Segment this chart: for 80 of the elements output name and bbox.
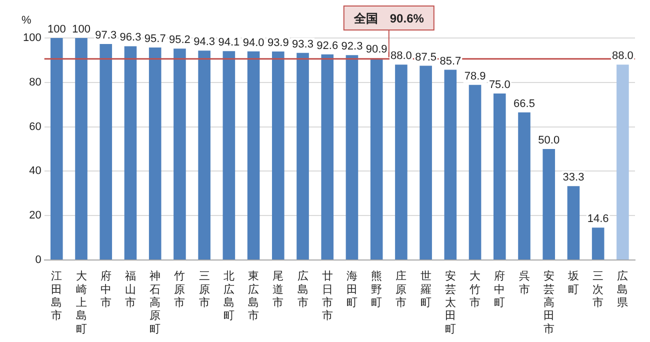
data-label: 95.2: [169, 34, 190, 46]
data-label: 66.5: [514, 98, 535, 110]
data-label: 78.9: [464, 70, 486, 82]
bar: [518, 112, 530, 260]
bar: [124, 46, 137, 260]
data-label: 88.0: [612, 50, 634, 62]
data-label: 87.5: [415, 51, 437, 64]
bar: [542, 149, 556, 260]
bar: [567, 186, 580, 260]
ref-line-label: 全国 90.6%: [352, 11, 424, 26]
bar: [222, 51, 236, 260]
bar: [395, 64, 408, 260]
x-tick-label: 北広島町: [223, 270, 234, 322]
data-label: 33.3: [562, 172, 584, 184]
bar: [493, 94, 506, 260]
x-tick-label: 竹原市: [174, 270, 186, 310]
x-tick-label: 尾道市: [272, 270, 284, 310]
bar: [247, 51, 260, 260]
data-label: 95.7: [144, 33, 166, 46]
x-tick-label: 東広島市: [248, 270, 260, 322]
y-tick-label: 100: [22, 32, 42, 44]
data-label: 93.9: [267, 37, 289, 50]
x-tick-label: 世羅町: [420, 270, 432, 310]
x-tick-label: 安芸高田市: [543, 270, 554, 336]
bar: [616, 64, 629, 260]
bar: [296, 52, 309, 260]
bar: [148, 48, 162, 260]
bar: [174, 48, 186, 260]
data-label: 100: [72, 24, 90, 36]
x-tick-label: 神石高原町: [150, 270, 161, 336]
bar: [100, 44, 112, 260]
y-tick-label: 40: [29, 165, 42, 178]
bar: [346, 55, 358, 260]
bar: [592, 228, 604, 260]
data-label: 88.0: [390, 50, 412, 62]
data-label: 94.0: [242, 36, 264, 49]
y-tick-label: 20: [29, 210, 42, 222]
x-tick-label: 安芸太田町: [444, 270, 456, 336]
data-label: 14.6: [587, 213, 609, 226]
x-tick-label: 坂町: [566, 270, 579, 296]
data-label: 94.1: [218, 36, 240, 49]
data-label: 93.3: [292, 38, 314, 50]
y-tick-label: 0: [35, 254, 42, 266]
data-label: 96.3: [120, 32, 142, 44]
x-tick-label: 海田町: [346, 270, 358, 310]
y-axis-title: %: [21, 14, 32, 27]
x-tick-label: 呉市: [518, 270, 530, 296]
x-tick-label: 三原市: [198, 270, 210, 310]
data-label: 97.3: [95, 30, 117, 42]
x-tick-label: 府中町: [494, 270, 506, 310]
x-tick-label: 三次市: [592, 270, 604, 310]
bar: [75, 38, 88, 260]
bar: [321, 54, 334, 260]
bar: [420, 66, 432, 260]
data-label: 75.0: [488, 79, 510, 92]
x-tick-label: 広島県: [617, 270, 628, 310]
y-tick-label: 60: [29, 120, 42, 133]
x-tick-label: 庄原市: [396, 270, 407, 310]
bar: [370, 58, 383, 260]
x-tick-label: 廿日市市: [322, 270, 333, 322]
bar: [444, 70, 457, 260]
x-tick-label: 広島市: [297, 270, 308, 310]
data-label: 92.3: [341, 40, 363, 53]
data-label: 90.9: [366, 44, 388, 56]
x-tick-label: 熊野町: [371, 270, 382, 310]
bar: [272, 52, 284, 260]
x-tick-label: 福山市: [124, 270, 136, 310]
y-tick-label: 80: [29, 76, 42, 88]
x-tick-label: 江田島市: [51, 270, 62, 322]
bar: [198, 50, 210, 260]
data-label: 100: [47, 24, 66, 36]
x-tick-label: 大竹市: [470, 270, 481, 310]
bar: [50, 38, 63, 260]
x-tick-label: 大崎上島町: [76, 270, 87, 336]
x-tick-label: 府中市: [100, 270, 112, 310]
data-label: 94.3: [194, 36, 216, 48]
bar: [468, 84, 482, 260]
data-label: 85.7: [440, 55, 462, 68]
data-label: 50.0: [538, 134, 560, 147]
data-label: 92.6: [316, 40, 338, 52]
